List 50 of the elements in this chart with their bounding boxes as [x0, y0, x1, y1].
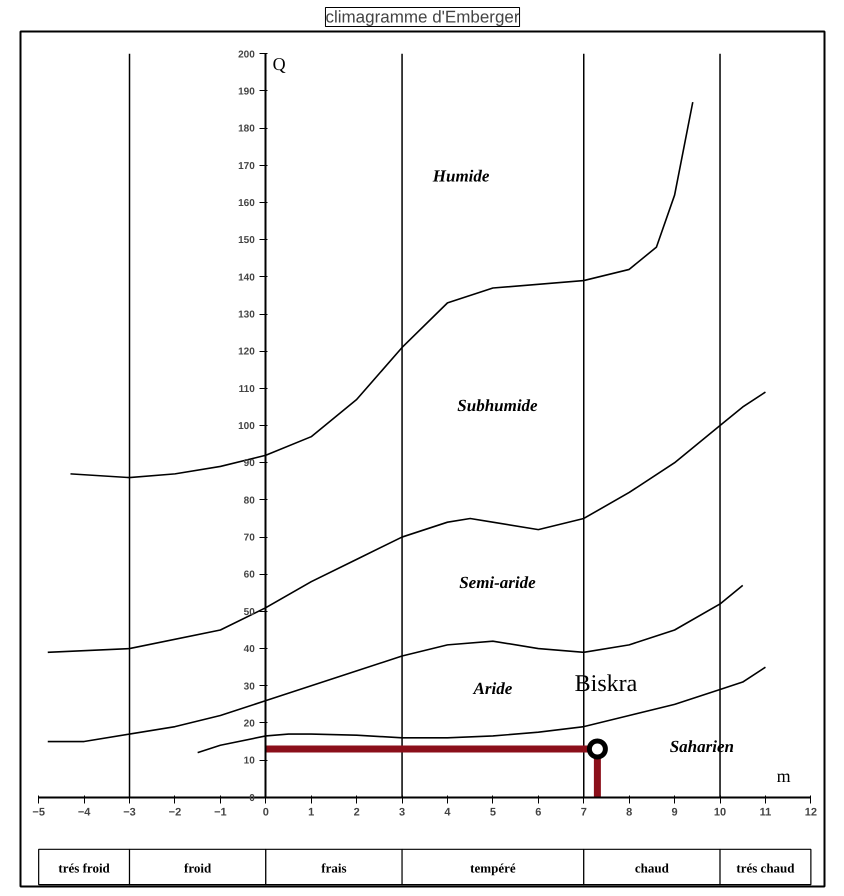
y-tick-label: 80	[244, 495, 256, 506]
y-tick-label: 130	[238, 310, 256, 321]
annotation: Subhumide	[457, 396, 538, 415]
y-tick-label: 50	[244, 606, 256, 618]
y-tick-label: 110	[238, 384, 256, 395]
y-tick-label: 60	[244, 570, 256, 581]
x-tick-label: 1	[308, 806, 314, 818]
x-tick-label: −5	[32, 806, 45, 818]
x-tick-label: 5	[490, 806, 496, 818]
y-tick-label: 190	[238, 86, 256, 98]
x-tick-label: 2	[354, 806, 360, 818]
x-tick-label: 4	[444, 806, 452, 818]
y-tick-label: 120	[238, 346, 256, 358]
x-tick-label: 0	[262, 806, 269, 818]
x-tick-label: 3	[399, 806, 406, 818]
x-tick-label: −1	[214, 806, 227, 818]
band-label: frais	[321, 860, 347, 876]
x-tick-label: 9	[672, 806, 678, 818]
y-tick-label: 180	[238, 124, 256, 135]
x-tick-label: −4	[78, 806, 92, 818]
x-tick-label: 11	[760, 806, 772, 818]
x-tick-label: −3	[123, 806, 136, 818]
y-tick-label: 70	[244, 532, 256, 544]
band-label: tempéré	[470, 860, 516, 876]
band-label: trés froid	[58, 860, 111, 876]
y-tick-label: 150	[238, 235, 256, 246]
x-axis-title: m	[776, 766, 791, 786]
annotation: Semi-aride	[459, 572, 536, 592]
y-tick-label: 200	[238, 49, 256, 60]
band-label: chaud	[634, 860, 670, 876]
x-tick-label: 7	[580, 806, 587, 818]
y-tick-label: 20	[244, 718, 256, 730]
x-tick-label: 10	[714, 806, 726, 818]
band-label: trés chaud	[736, 860, 796, 876]
annotation: Humide	[432, 166, 490, 186]
y-tick-label: 170	[238, 160, 256, 172]
annotation: Aride	[472, 679, 513, 698]
y-tick-label: 90	[244, 458, 256, 470]
y-tick-label: 140	[238, 272, 256, 284]
y-tick-label: 30	[244, 681, 256, 692]
x-tick-label: −2	[168, 806, 182, 818]
band-label: froid	[184, 860, 212, 876]
x-tick-label: 8	[626, 806, 632, 818]
y-axis-title: Q	[272, 54, 286, 74]
x-tick-label: 12	[804, 806, 818, 818]
y-tick-label: 100	[238, 421, 256, 432]
x-tick-label: 6	[535, 806, 542, 818]
y-tick-label: 160	[238, 198, 256, 209]
y-tick-label: 40	[244, 644, 256, 656]
y-tick-label: 10	[244, 756, 256, 767]
